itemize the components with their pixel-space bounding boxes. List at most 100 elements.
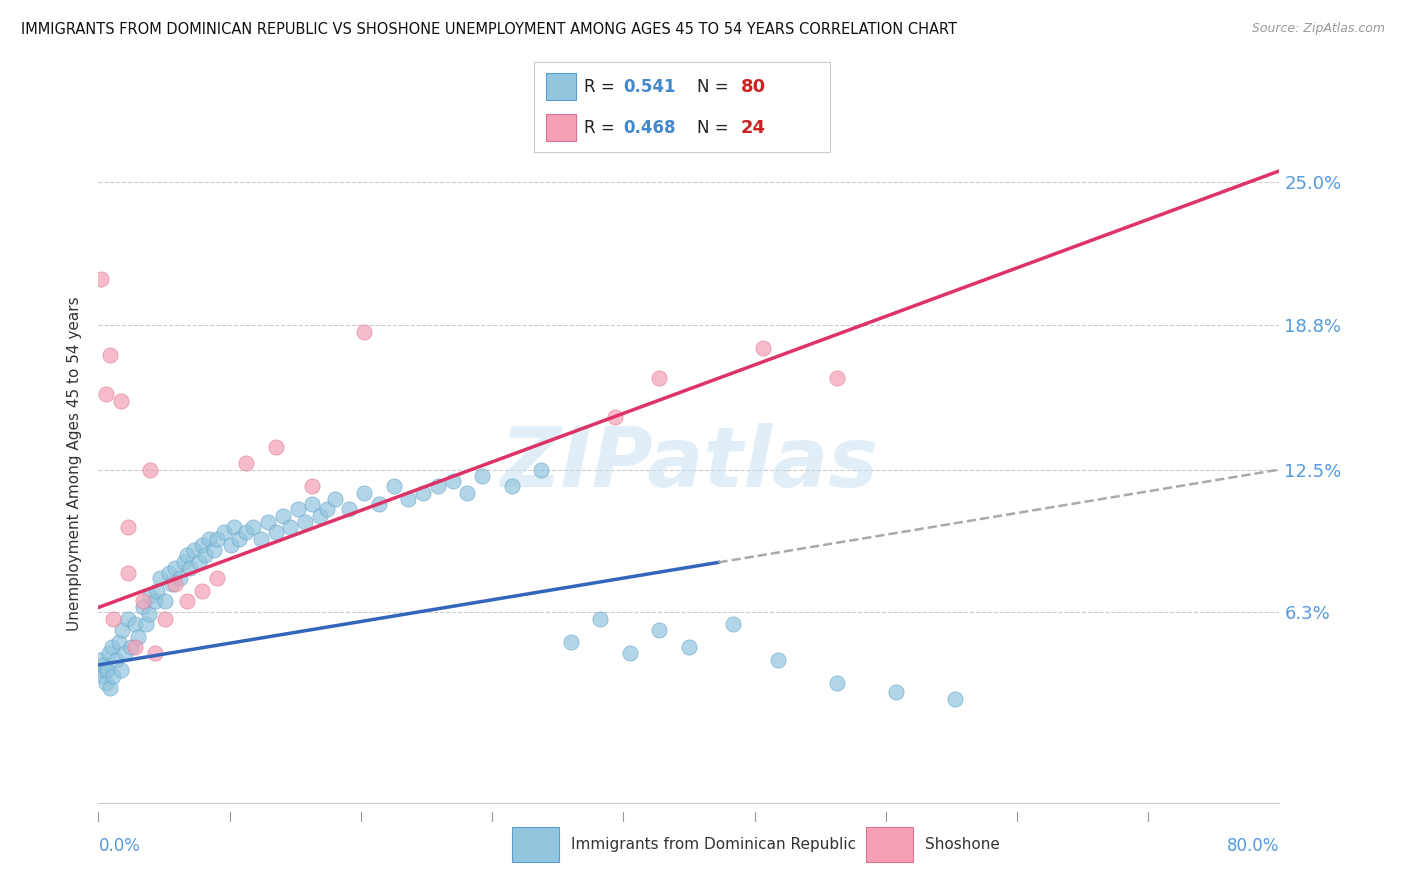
Point (114, 647, 136, 661)
Point (301, 478, 323, 492)
Point (264, 440, 287, 454)
Point (619, 647, 641, 661)
Point (98, 348, 121, 362)
Point (309, 508, 332, 523)
Point (396, 492, 419, 507)
Text: Immigrants from Dominican Republic: Immigrants from Dominican Republic (571, 837, 856, 852)
Point (176, 593, 198, 607)
Point (179, 561, 201, 575)
Point (224, 520, 246, 534)
Point (219, 538, 242, 552)
Point (294, 516, 316, 530)
Point (589, 612, 612, 626)
Point (89, 653, 111, 667)
Point (91, 669, 114, 683)
Point (235, 456, 257, 470)
Point (183, 543, 205, 558)
Point (143, 593, 166, 607)
Point (368, 497, 391, 511)
Point (751, 341, 773, 355)
Point (943, 692, 966, 706)
Point (103, 612, 125, 626)
Point (94, 676, 117, 690)
Point (124, 640, 146, 654)
Text: R =: R = (585, 119, 620, 136)
Bar (512, 828, 560, 862)
Text: 0.468: 0.468 (623, 119, 675, 136)
Point (353, 325, 375, 339)
Point (825, 370, 848, 384)
Point (110, 393, 132, 408)
Text: N =: N = (697, 119, 734, 136)
Point (382, 478, 405, 492)
Point (648, 624, 671, 638)
Point (124, 616, 146, 631)
Point (135, 616, 157, 631)
Text: 80: 80 (741, 78, 766, 95)
Point (108, 635, 131, 649)
Point (471, 469, 494, 483)
Point (301, 497, 323, 511)
Point (139, 589, 162, 603)
Point (103, 669, 125, 683)
Point (173, 554, 195, 568)
Point (165, 577, 187, 591)
Point (884, 685, 907, 699)
Point (766, 653, 789, 667)
Point (242, 520, 264, 534)
Text: N =: N = (697, 78, 734, 95)
Point (105, 653, 128, 667)
Point (264, 524, 287, 539)
Text: IMMIGRANTS FROM DOMINICAN REPUBLIC VS SHOSHONE UNEMPLOYMENT AMONG AGES 45 TO 54 : IMMIGRANTS FROM DOMINICAN REPUBLIC VS SH… (21, 22, 957, 37)
Point (605, 409, 627, 424)
Point (205, 571, 228, 585)
Point (90, 663, 112, 677)
Point (169, 571, 191, 585)
Point (117, 612, 139, 626)
Point (235, 524, 257, 539)
Point (825, 676, 848, 690)
Text: Source: ZipAtlas.com: Source: ZipAtlas.com (1251, 22, 1385, 36)
Point (162, 577, 183, 591)
Point (723, 616, 745, 631)
Point (501, 478, 523, 492)
Point (187, 554, 209, 568)
Text: 24: 24 (741, 119, 766, 136)
Point (153, 612, 176, 626)
Point (560, 635, 582, 649)
Point (97, 647, 120, 661)
Point (149, 571, 172, 585)
Point (271, 508, 294, 523)
Point (191, 538, 214, 552)
Point (111, 624, 134, 638)
Point (176, 548, 198, 562)
Point (250, 532, 273, 546)
Text: 0.541: 0.541 (623, 78, 675, 95)
Point (205, 532, 228, 546)
Point (648, 370, 671, 384)
Point (165, 561, 187, 575)
Point (287, 501, 309, 516)
Point (212, 524, 235, 539)
Point (132, 593, 155, 607)
Text: 80.0%: 80.0% (1227, 837, 1279, 855)
Point (157, 566, 180, 580)
Point (90, 272, 112, 286)
Text: 0.0%: 0.0% (98, 837, 141, 855)
Point (194, 548, 217, 562)
Point (316, 501, 339, 516)
Text: ZIPatlas: ZIPatlas (501, 424, 877, 504)
Point (138, 607, 160, 622)
Point (191, 584, 214, 599)
Point (339, 501, 360, 516)
Point (456, 485, 478, 500)
Bar (866, 828, 914, 862)
Point (93, 657, 115, 672)
Point (202, 543, 225, 558)
Point (278, 520, 302, 534)
Point (127, 631, 149, 645)
Point (198, 532, 221, 546)
Point (323, 492, 346, 507)
Bar (546, 114, 575, 141)
Point (427, 478, 450, 492)
